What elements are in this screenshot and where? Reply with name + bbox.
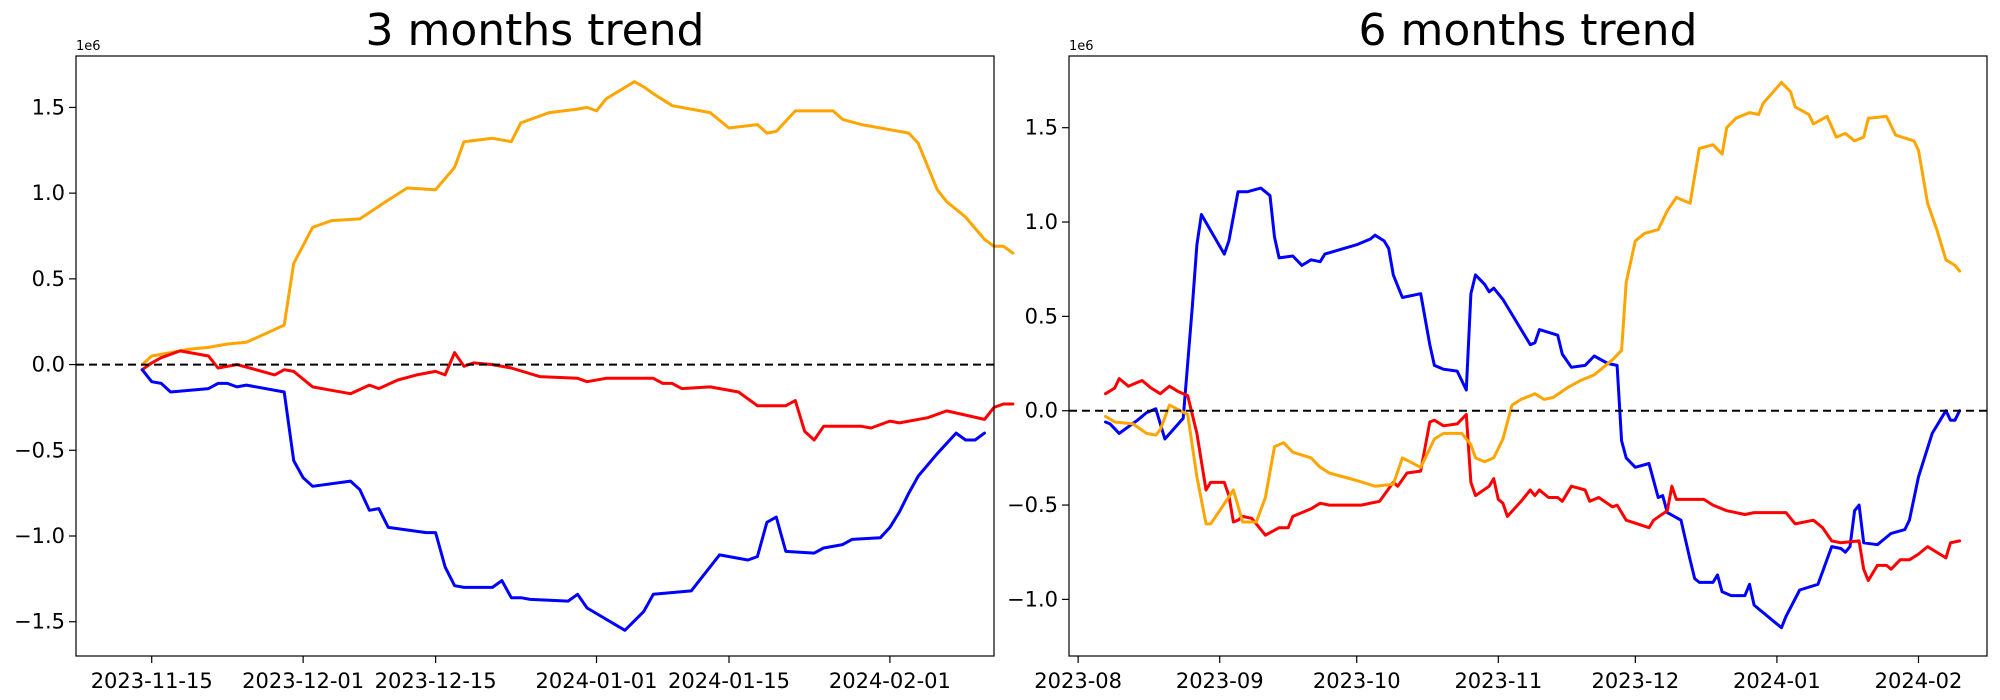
y-tick-label: 1.0 [1025,210,1058,234]
plot-area: −1.5 −1.0 −0.5 0.0 0.5 1.0 1.5 2023-11-15 2023-1… [14,80,1015,693]
y-tick-label: −0.5 [14,438,65,462]
x-tick-label: 2023-12 [1591,669,1679,693]
series-line [140,368,986,632]
x-tick-label: 2023-12-01 [242,669,364,693]
series-line [140,80,1015,367]
series-line [140,349,1015,442]
y-tick-label: −0.5 [1007,493,1058,517]
y-tick-label: 1.5 [32,95,65,119]
x-tick-label: 2024-02 [1875,669,1963,693]
series-line [1104,80,1962,526]
axes-frame [1068,55,1988,657]
x-tick-label: 2024-02-01 [829,669,951,693]
chart-6-months-trend: 6 months trend 1e6 −1.0 −0.5 0.0 0.5 1.0 1.5 2… [1007,5,1988,693]
chart-3-months-trend: 3 months trend 1e6 −1.5 −1.0 −0.5 0.0 0.5 1.0… [14,5,1015,693]
x-tick-label: 2024-01 [1733,669,1821,693]
y-tick-label: −1.0 [1007,587,1058,611]
axes-frame [75,55,995,657]
y-tick-label: −1.0 [14,524,65,548]
y-tick-label: 0.5 [32,267,65,291]
y-offset-label: 1e6 [76,39,101,54]
x-tick-label: 2023-08 [1034,669,1122,693]
chart-title: 3 months trend [366,5,705,56]
series-line [1104,186,1962,630]
x-tick-label: 2023-12-15 [375,669,497,693]
x-tick-label: 2024-01-15 [668,669,790,693]
x-tick-label: 2023-11-15 [91,669,213,693]
plot-area: −1.0 −0.5 0.0 0.5 1.0 1.5 2023-08 2023-09 2023-1… [1007,80,1987,693]
x-tick-label: 2023-10 [1313,669,1401,693]
series-line [1104,377,1962,582]
x-tick-label: 2023-09 [1176,669,1264,693]
x-tick-label: 2024-01-01 [535,669,657,693]
y-tick-label: 1.0 [32,181,65,205]
x-tick-label: 2023-11 [1454,669,1542,693]
y-tick-label: −1.5 [14,610,65,634]
y-tick-label: 1.5 [1025,116,1058,140]
y-tick-label: 0.0 [32,353,65,377]
y-offset-label: 1e6 [1069,39,1094,54]
chart-title: 6 months trend [1359,5,1698,56]
y-tick-label: 0.0 [1025,399,1058,423]
y-tick-label: 0.5 [1025,304,1058,328]
